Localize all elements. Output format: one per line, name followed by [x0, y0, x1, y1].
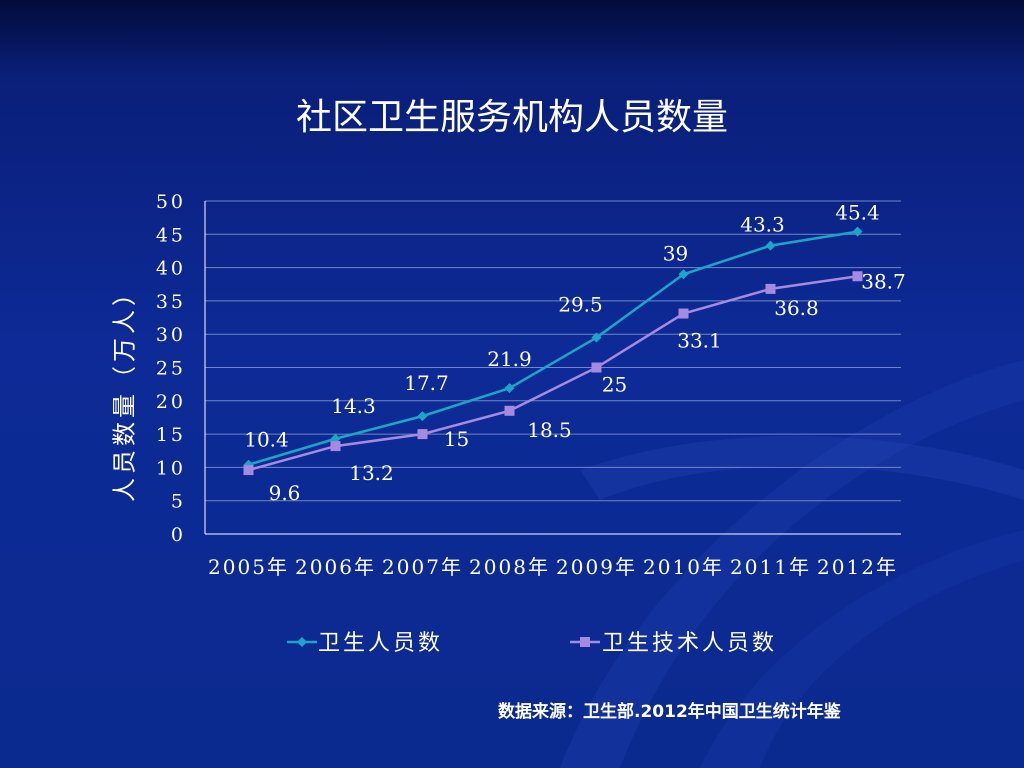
- data-point-square: [330, 441, 341, 452]
- data-point-diamond: [417, 411, 428, 422]
- data-point-square: [765, 283, 776, 294]
- data-point-diamond: [852, 226, 863, 237]
- data-label: 17.7: [404, 371, 449, 395]
- y-tick-label: 10: [156, 457, 186, 479]
- data-point-square: [504, 405, 515, 416]
- y-tick-label: 45: [156, 224, 186, 246]
- x-tick-label: 2009年: [556, 555, 637, 579]
- legend-label: 卫生技术人员数: [602, 631, 777, 656]
- x-tick-label: 2006年: [295, 555, 376, 579]
- data-label: 43.3: [740, 213, 785, 237]
- data-point-square: [243, 465, 254, 476]
- data-label: 10.4: [244, 428, 289, 452]
- x-tick-label: 2011年: [730, 555, 811, 579]
- data-point-square: [678, 308, 689, 319]
- series-line: [248, 275, 858, 472]
- x-tick-label: 2010年: [643, 555, 724, 579]
- legend-label: 卫生人员数: [318, 631, 443, 656]
- x-tick-label: 2008年: [469, 555, 550, 579]
- data-label: 14.3: [331, 394, 376, 418]
- data-label: 25: [602, 373, 627, 397]
- data-point-diamond: [765, 240, 776, 251]
- y-tick-label: 40: [156, 258, 186, 280]
- data-label: 29.5: [558, 293, 603, 317]
- series-line: [248, 230, 858, 466]
- data-label: 45.4: [835, 201, 880, 225]
- y-tick-label: 30: [156, 324, 186, 346]
- y-tick-label: 25: [156, 358, 186, 380]
- data-label: 18.5: [527, 418, 572, 442]
- data-label: 36.8: [774, 296, 819, 320]
- data-label: 13.2: [349, 461, 394, 485]
- data-label: 9.6: [269, 481, 301, 505]
- x-tick-label: 2005年: [208, 555, 289, 579]
- legend-marker-diamond: [297, 637, 307, 647]
- data-label: 21.9: [487, 347, 532, 371]
- y-tick-label: 20: [156, 391, 186, 413]
- legend-marker-square: [580, 637, 590, 647]
- y-tick-label: 0: [171, 524, 186, 546]
- y-tick-label: 15: [156, 424, 186, 446]
- data-point-square: [417, 429, 428, 440]
- y-tick-label: 5: [171, 491, 186, 513]
- data-point-diamond: [678, 269, 689, 280]
- x-tick-label: 2007年: [382, 555, 463, 579]
- source-note: 数据来源：卫生部.2012年中国卫生统计年鉴: [498, 702, 841, 722]
- data-point-diamond: [504, 383, 515, 394]
- data-point-square: [591, 362, 602, 373]
- data-label: 38.7: [861, 269, 906, 293]
- slide-title: 社区卫生服务机构人员数量: [295, 97, 728, 138]
- x-tick-label: 2012年: [817, 555, 898, 579]
- data-point-diamond: [591, 332, 602, 343]
- data-point-square: [852, 271, 863, 282]
- data-label: 39: [663, 241, 688, 265]
- y-tick-label: 35: [156, 291, 186, 313]
- data-label: 33.1: [677, 329, 722, 353]
- data-label: 15: [444, 427, 469, 451]
- y-tick-label: 50: [156, 191, 186, 213]
